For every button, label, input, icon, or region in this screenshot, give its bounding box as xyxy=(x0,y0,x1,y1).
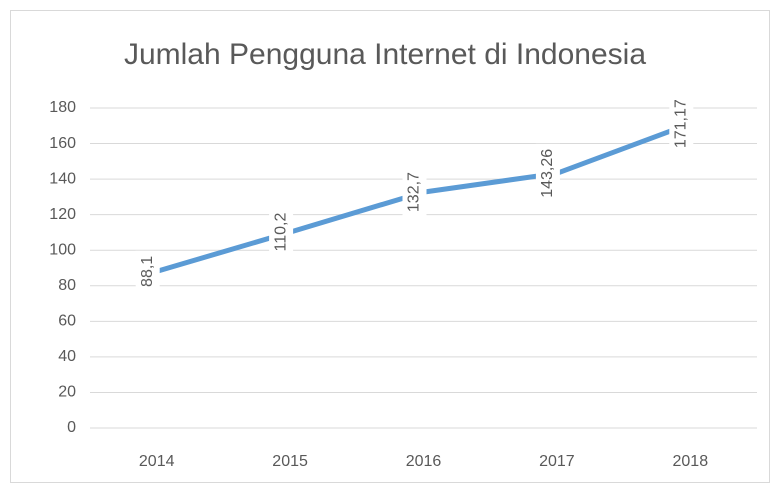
x-tick-label: 2017 xyxy=(539,453,575,470)
data-label-background xyxy=(402,167,427,218)
data-label-group: 171,17 xyxy=(669,94,694,154)
data-label-background xyxy=(669,94,694,154)
data-label: 110,2 xyxy=(272,213,289,252)
data-label: 143,26 xyxy=(539,149,556,198)
data-label: 132,7 xyxy=(406,172,423,212)
data-label: 171,17 xyxy=(673,99,690,148)
y-tick-label: 140 xyxy=(49,170,76,187)
y-tick-label: 40 xyxy=(58,348,76,365)
chart-frame xyxy=(10,10,770,483)
x-tick-label: 2014 xyxy=(139,453,175,470)
y-tick-label: 80 xyxy=(58,277,76,294)
chart-title: Jumlah Pengguna Internet di Indonesia xyxy=(124,38,646,71)
data-label-group: 110,2 xyxy=(269,207,294,257)
y-tick-label: 60 xyxy=(58,313,76,330)
x-tick-label: 2018 xyxy=(673,453,709,470)
data-label-background xyxy=(269,207,294,257)
y-tick-label: 100 xyxy=(49,241,76,258)
y-tick-label: 120 xyxy=(49,206,76,223)
x-tick-label: 2015 xyxy=(272,453,308,470)
x-tick-label: 2016 xyxy=(406,453,442,470)
y-tick-label: 180 xyxy=(49,99,76,116)
data-label-background xyxy=(535,143,560,203)
y-tick-label: 0 xyxy=(67,419,76,436)
data-label-group: 143,26 xyxy=(535,143,560,203)
data-label-group: 132,7 xyxy=(402,167,427,218)
y-tick-label: 20 xyxy=(58,384,76,401)
y-tick-label: 160 xyxy=(49,135,76,152)
data-label-background xyxy=(135,250,160,292)
data-label: 88,1 xyxy=(139,256,156,287)
data-label-group: 88,1 xyxy=(135,250,160,292)
